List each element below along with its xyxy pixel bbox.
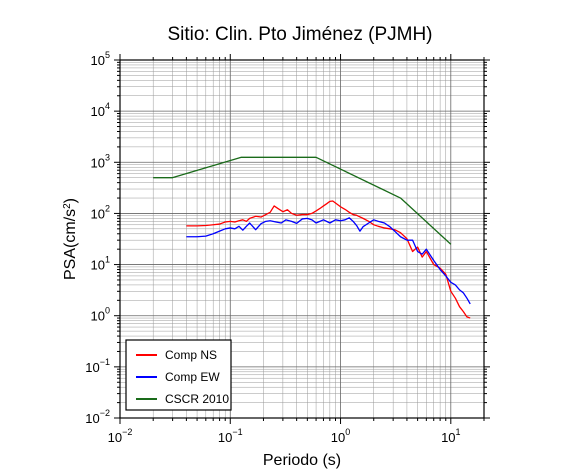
series-line-comp-ns — [186, 200, 471, 319]
y-tick-label: 101 — [91, 255, 110, 273]
x-tick-label: 100 — [331, 427, 350, 445]
y-axis-label-main: PSA(cm/s — [62, 209, 79, 280]
chart-title: Sitio: Clin. Pto Jiménez (PJMH) — [167, 24, 432, 45]
plot-frame — [119, 59, 485, 419]
x-tick-labels: 10−2 10−1 100 101 — [108, 427, 461, 445]
series-line-comp-ew — [186, 217, 471, 305]
y-tick-label: 100 — [91, 306, 110, 324]
x-tick-marks — [119, 54, 485, 424]
legend-label-comp-ew: Comp EW — [165, 370, 220, 384]
y-tick-label: 103 — [91, 152, 110, 170]
y-tick-label: 105 — [91, 50, 110, 68]
y-tick-labels: 10−2 10−1 100 101 102 103 104 105 — [85, 50, 110, 426]
x-axis-label: Periodo (s) — [263, 452, 341, 469]
legend: Comp NS Comp EW CSCR 2010 — [125, 339, 232, 411]
minor-gridlines — [120, 60, 485, 418]
y-axis-label-superscript: 2 — [62, 203, 73, 209]
series-layer — [153, 156, 471, 319]
y-tick-label: 102 — [91, 203, 110, 221]
x-tick-label: 10−1 — [218, 427, 243, 445]
y-tick-label: 10−1 — [85, 357, 110, 375]
legend-label-comp-ns: Comp NS — [165, 348, 217, 362]
y-tick-label: 104 — [91, 101, 110, 119]
series-line-cscr-2010 — [153, 156, 452, 245]
y-axis-label-close: ) — [62, 198, 79, 203]
x-tick-label: 101 — [441, 427, 460, 445]
y-axis-label: PSA(cm/s2) — [62, 198, 80, 280]
legend-label-cscr-2010: CSCR 2010 — [165, 392, 229, 406]
y-tick-marks — [114, 59, 490, 419]
y-tick-label: 10−2 — [85, 408, 110, 426]
x-tick-label: 10−2 — [108, 427, 133, 445]
